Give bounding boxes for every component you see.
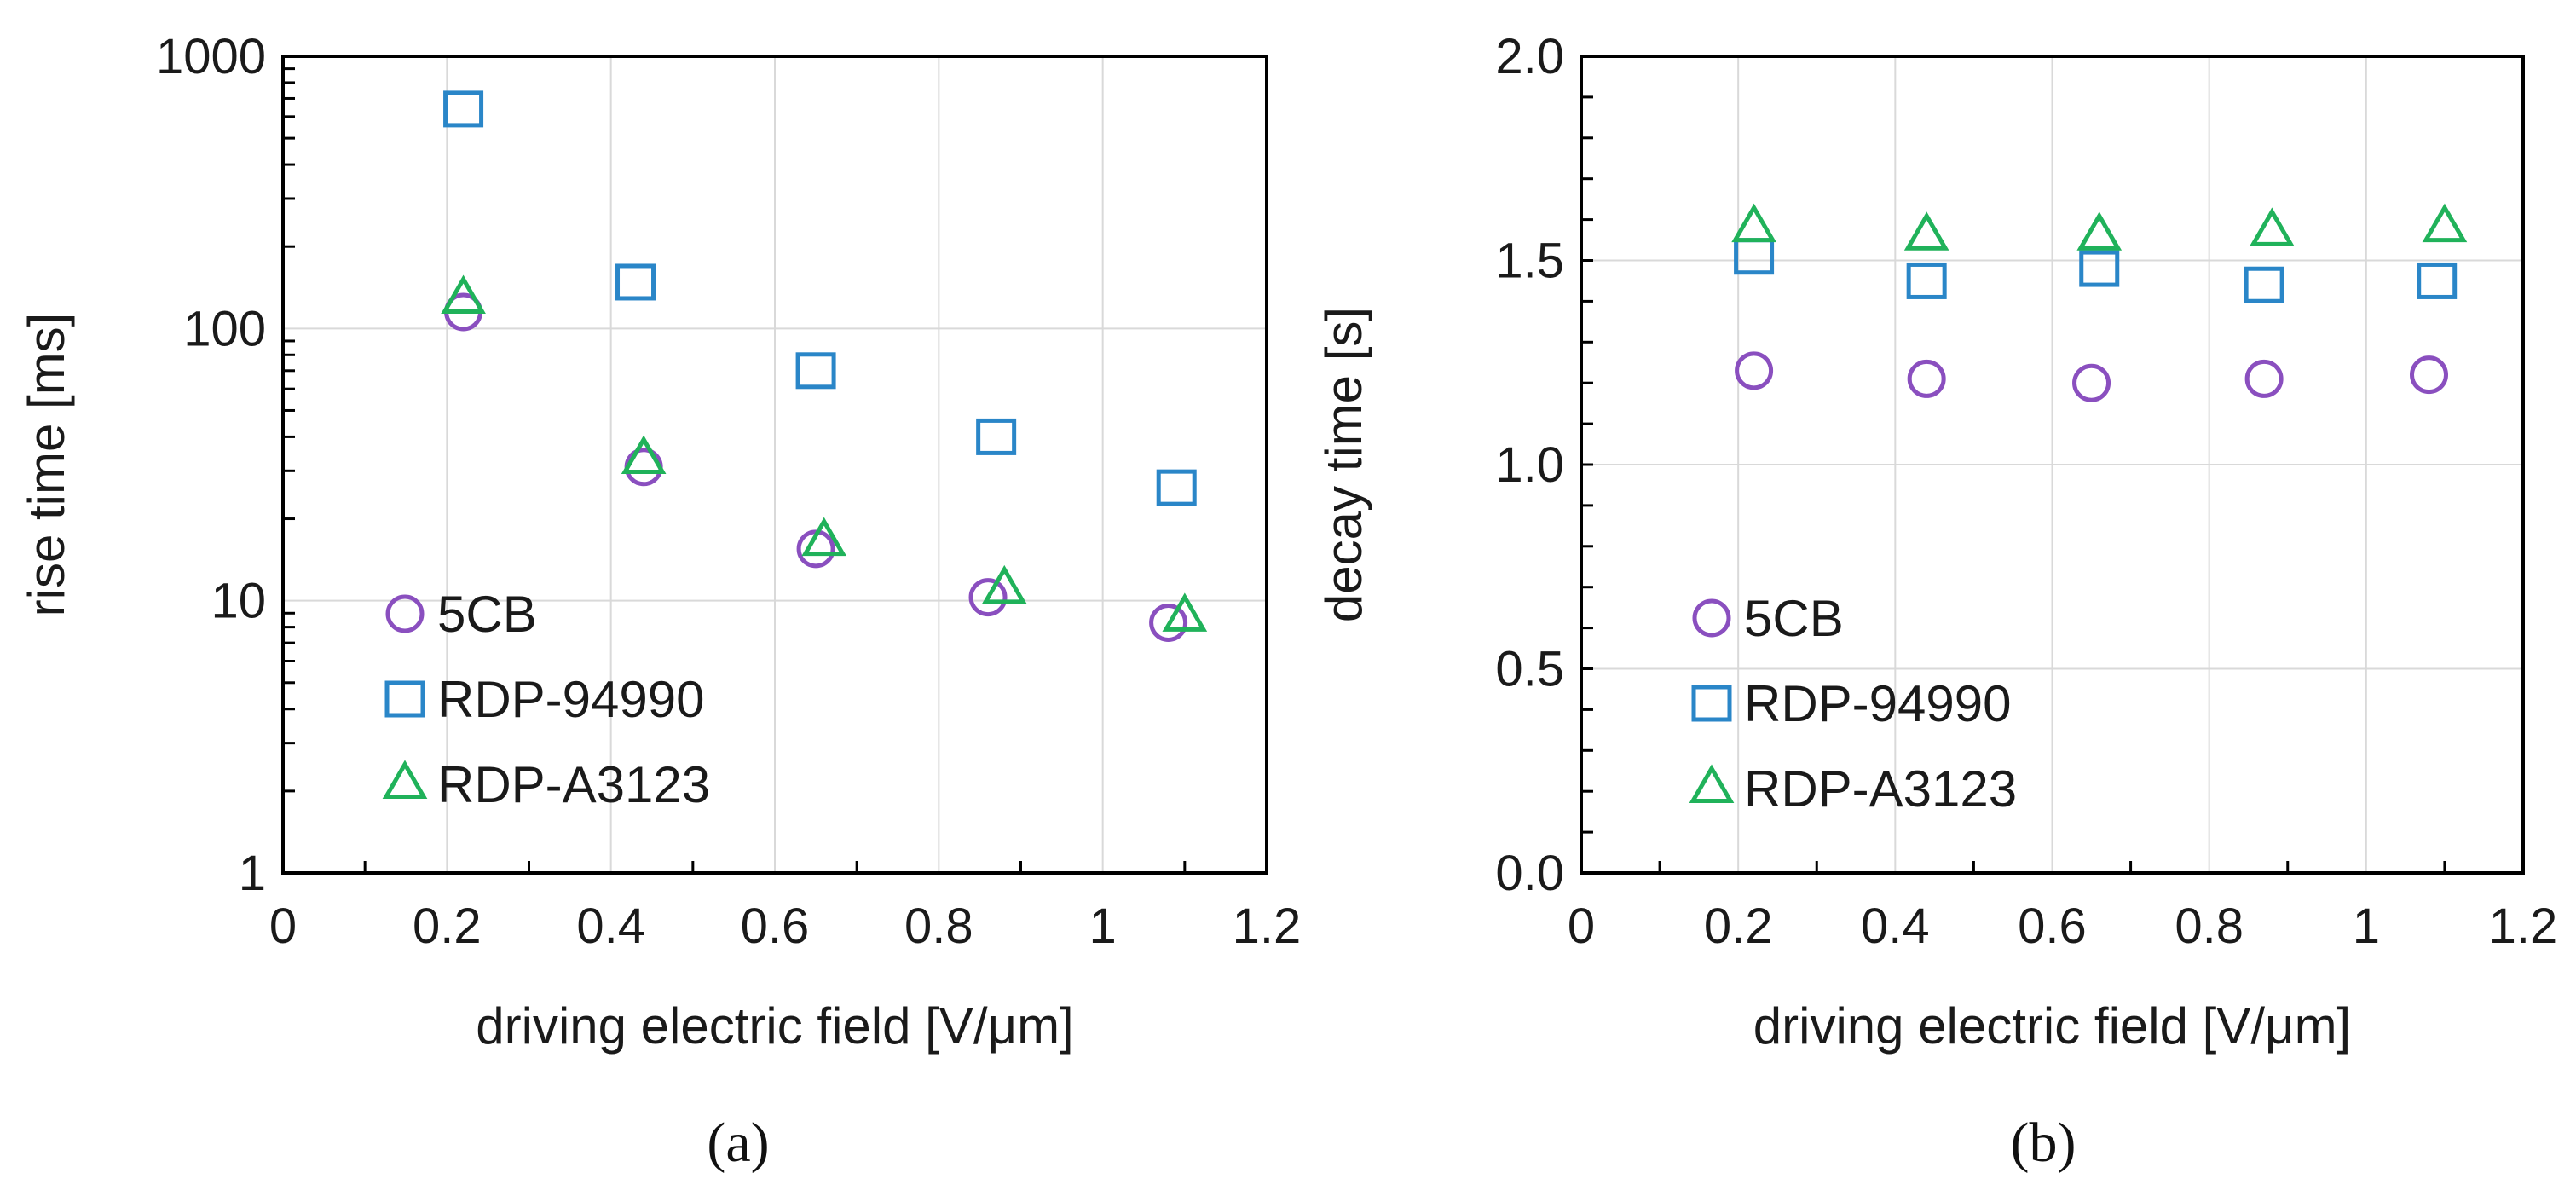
- legend-marker-5cb: [385, 594, 425, 633]
- data-point-rdp-94990: [1156, 469, 1197, 506]
- x-tick-label: 0.6: [2018, 899, 2087, 954]
- plot-frame: [281, 55, 1268, 875]
- y-tick-label: 10: [211, 574, 266, 629]
- x-tick-label: 0.4: [576, 899, 645, 954]
- y-tick-label: 1000: [156, 29, 266, 84]
- legend-marker-rdp-94990: [1691, 685, 1732, 722]
- data-point-rdp-a3123: [1162, 592, 1208, 632]
- y-tick-label: 0.0: [1495, 846, 1564, 901]
- y-tick-label: 2.0: [1495, 29, 1564, 84]
- legend-label-rdp-94990: RDP-94990: [1744, 675, 2012, 732]
- data-point-rdp-a3123: [801, 517, 847, 557]
- x-tick-label: 0.4: [1861, 899, 1930, 954]
- data-point-5cb: [968, 578, 1008, 617]
- x-tick-label: 0.6: [741, 899, 810, 954]
- data-point-rdp-a3123: [2249, 207, 2295, 246]
- x-tick-label: 0: [1568, 899, 1595, 954]
- x-tick-label: 0.2: [1704, 899, 1773, 954]
- x-tick-label: 0.8: [2175, 899, 2244, 954]
- x-tick-label: 1.2: [1233, 899, 1302, 954]
- y-tick-label: 100: [183, 301, 266, 356]
- x-tick-label: 0.2: [413, 899, 482, 954]
- chart-panel-b: 0 0.2 0.4 0.6 0.8 1 1.2 0.0 0.5 1.0 1.5 2.0 driving …: [1315, 29, 2557, 1174]
- panel-label: (b): [2011, 1112, 2076, 1174]
- data-point-5cb: [1149, 604, 1188, 643]
- data-point-rdp-a3123: [1903, 211, 1949, 251]
- y-tick-label: 1: [239, 846, 266, 901]
- legend-label-rdp-a3123: RDP-A3123: [1744, 760, 2017, 818]
- data-point-5cb: [1907, 359, 1946, 398]
- x-tick-label: 1: [2353, 899, 2380, 954]
- y-axis-label: decay time [s]: [1315, 307, 1372, 622]
- data-point-rdp-a3123: [441, 274, 486, 315]
- data-point-5cb: [624, 448, 663, 487]
- data-point-rdp-a3123: [981, 564, 1027, 604]
- data-point-rdp-a3123: [2422, 203, 2468, 243]
- panel-label: (a): [707, 1112, 769, 1174]
- data-point-rdp-94990: [795, 352, 836, 390]
- data-point-rdp-a3123: [621, 435, 667, 475]
- data-point-rdp-94990: [2244, 266, 2284, 303]
- y-axis-label: rise time [ms]: [18, 313, 75, 617]
- data-point-rdp-94990: [615, 263, 656, 301]
- x-tick-label: 1: [1089, 899, 1117, 954]
- data-point-rdp-94990: [443, 90, 484, 128]
- legend-label-5cb: 5CB: [1744, 590, 1844, 647]
- legend-marker-rdp-94990: [384, 680, 425, 718]
- x-tick-label: 1.2: [2489, 899, 2558, 954]
- legend-label-rdp-a3123: RDP-A3123: [437, 756, 710, 813]
- data-point-rdp-94990: [1734, 238, 1775, 275]
- data-point-5cb: [2072, 363, 2111, 402]
- data-point-rdp-94990: [2079, 250, 2120, 287]
- x-tick-label: 0: [269, 899, 297, 954]
- legend-marker-rdp-a3123: [382, 760, 428, 799]
- data-point-rdp-94990: [976, 418, 1017, 455]
- x-axis-label: driving electric field [V/μm]: [476, 997, 1073, 1055]
- legend-label-5cb: 5CB: [437, 586, 537, 643]
- data-point-rdp-a3123: [1731, 203, 1776, 243]
- x-tick-label: 0.8: [904, 899, 973, 954]
- data-point-rdp-94990: [2417, 262, 2458, 299]
- data-point-5cb: [2410, 355, 2448, 395]
- x-axis-label: driving electric field [V/μm]: [1753, 997, 2351, 1055]
- y-tick-label: 0.5: [1495, 642, 1564, 697]
- chart-panel-a: 0 0.2 0.4 0.6 0.8 1 1.2 1 10 100 1000 driving elect…: [18, 29, 1301, 1174]
- legend-marker-rdp-a3123: [1689, 764, 1735, 803]
- legend-label-rdp-94990: RDP-94990: [437, 671, 705, 728]
- legend-marker-5cb: [1692, 598, 1731, 638]
- data-point-rdp-a3123: [2076, 211, 2123, 251]
- data-point-5cb: [2244, 359, 2284, 398]
- y-tick-label: 1.0: [1495, 437, 1564, 493]
- data-point-rdp-94990: [1906, 262, 1947, 299]
- data-point-5cb: [1735, 351, 1774, 390]
- y-tick-label: 1.5: [1495, 234, 1564, 289]
